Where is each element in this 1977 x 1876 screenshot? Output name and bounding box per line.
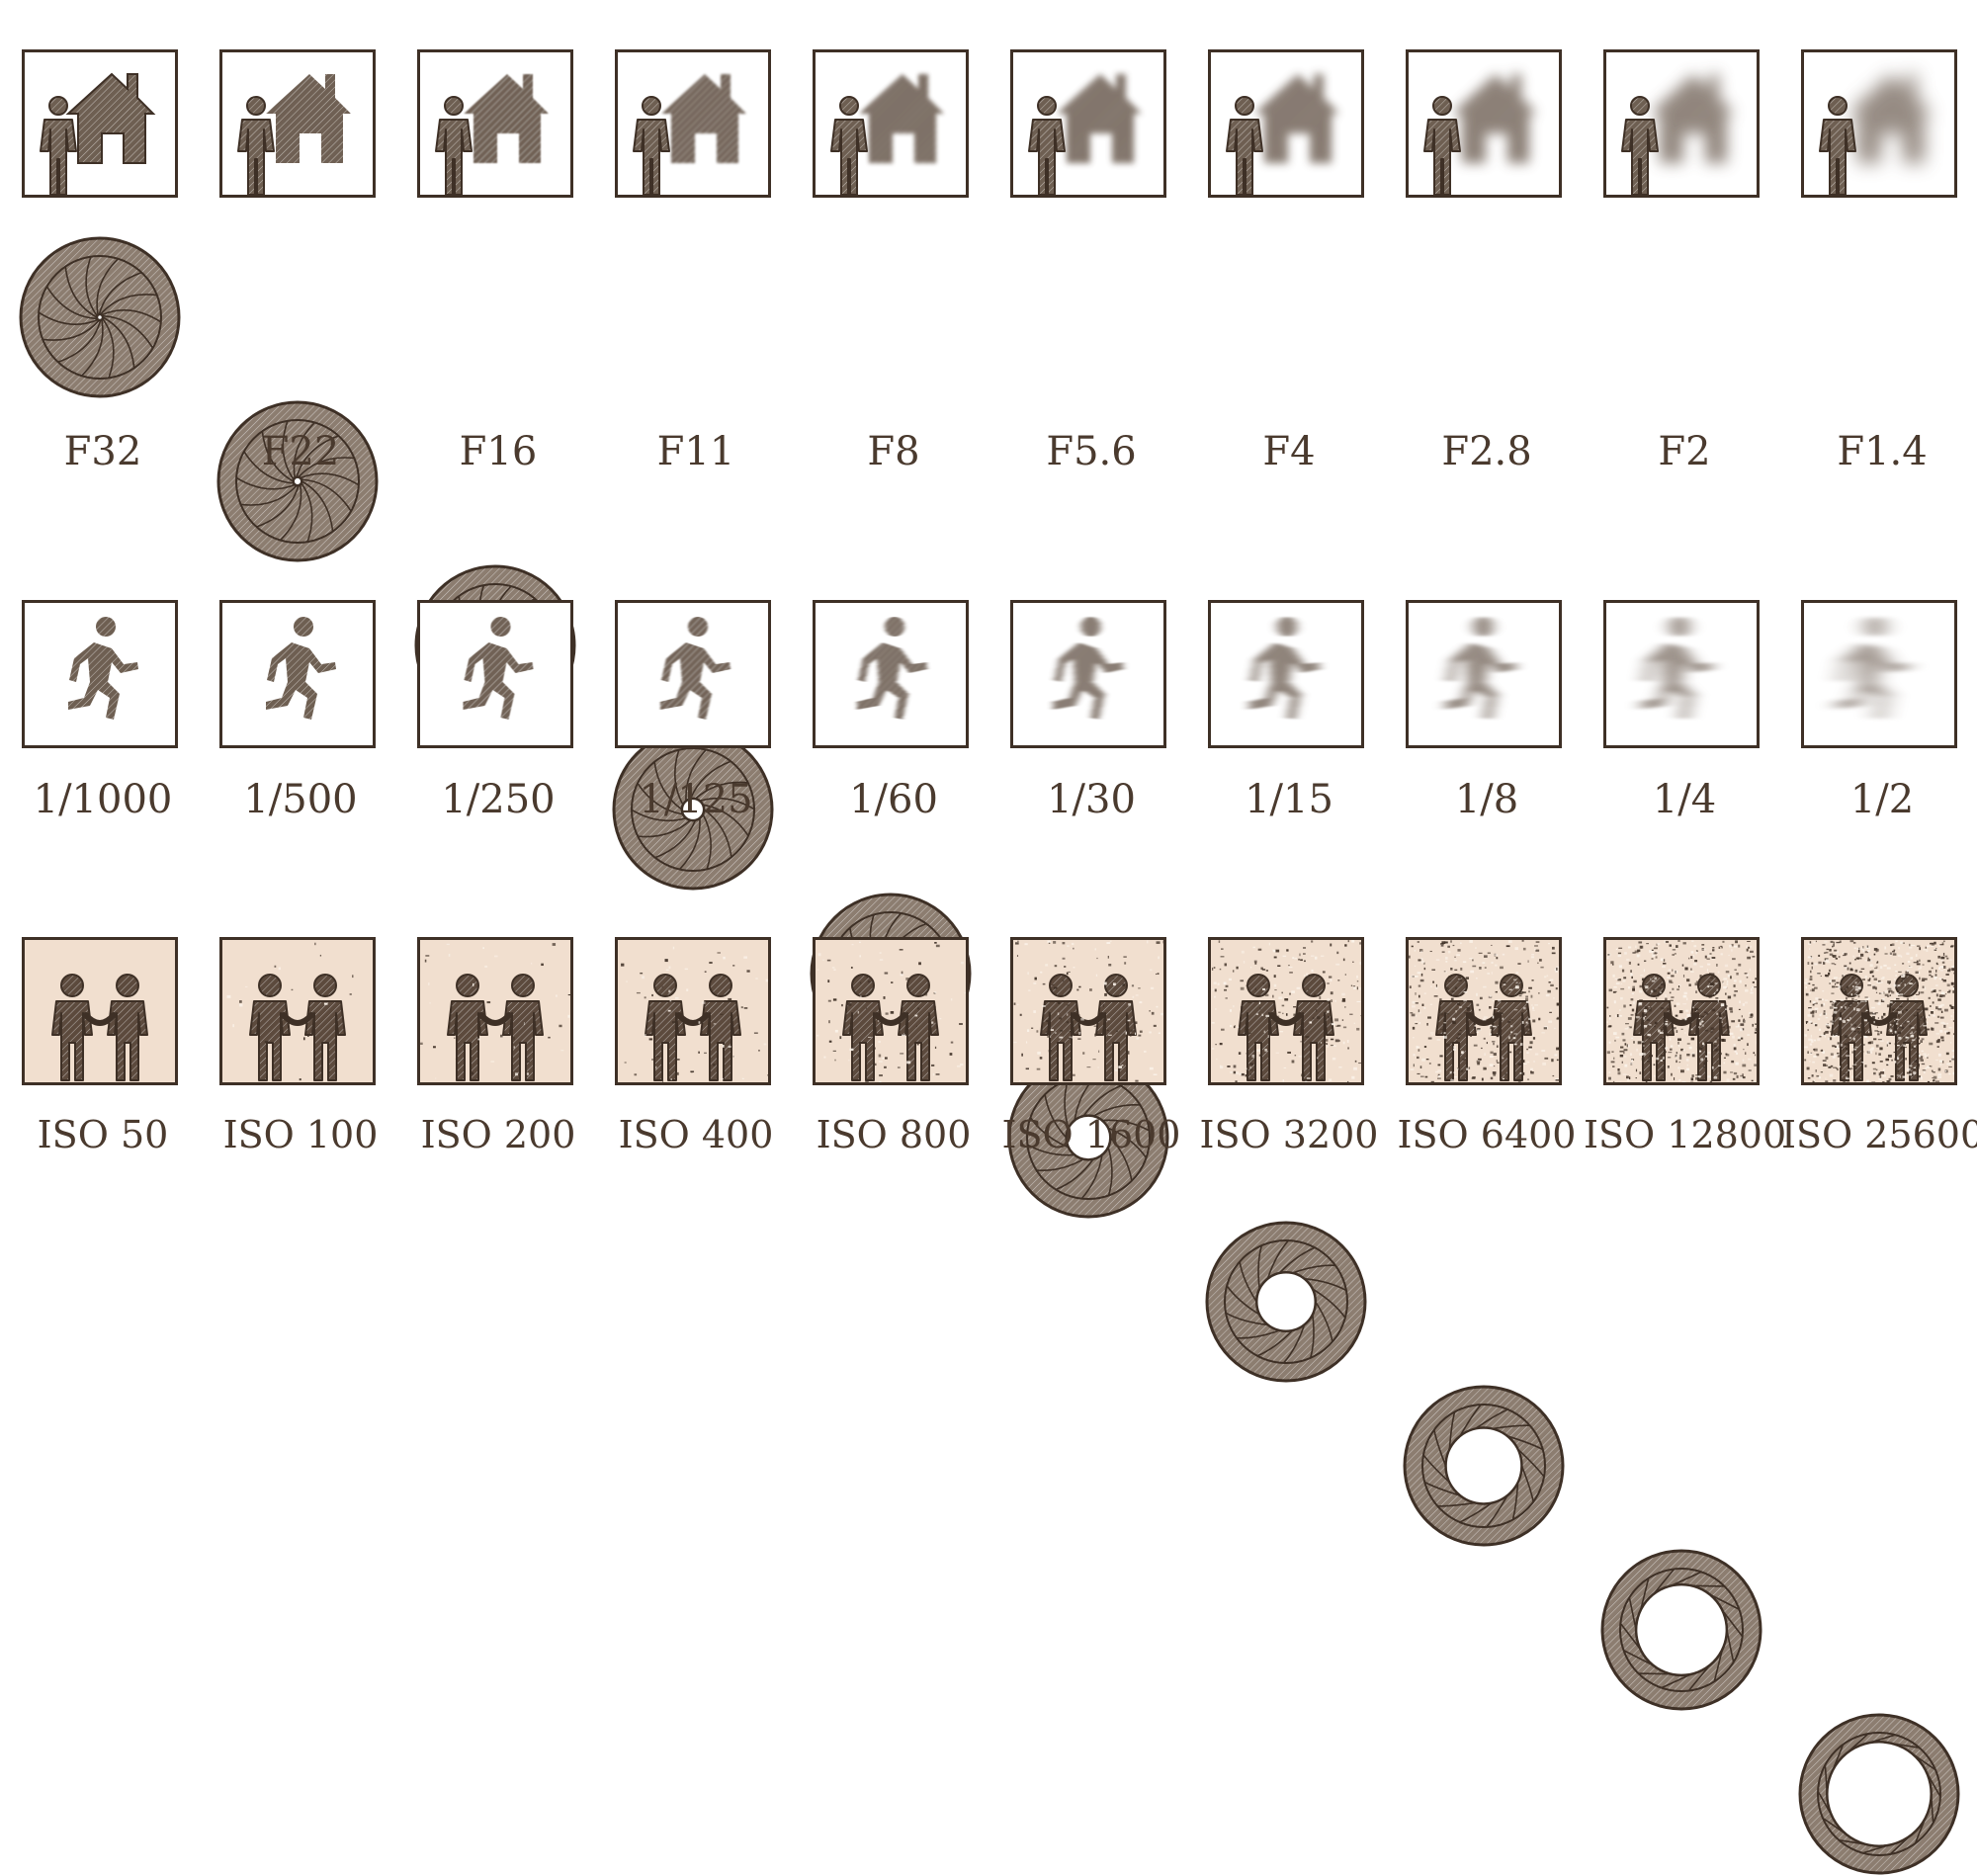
two-people-handshake-icon (813, 937, 969, 1085)
shutter-scene-cell (813, 600, 975, 748)
running-person-icon (22, 600, 178, 748)
person-house-icon (1801, 49, 1957, 198)
setting-label: F4 (1188, 429, 1390, 474)
iso-scene-cell (219, 937, 382, 1085)
two-people-handshake-icon (219, 937, 376, 1085)
iso-scene-cell (1801, 937, 1963, 1085)
running-person-icon (1406, 600, 1562, 748)
setting-label: ISO 200 (397, 1113, 599, 1156)
aperture-icon (18, 235, 182, 399)
shutter-scene-cell (1603, 600, 1765, 748)
person-house-icon (1010, 49, 1166, 198)
iso-scene-cell (1406, 937, 1568, 1085)
aperture-scene-cell (417, 49, 579, 198)
aperture-scene-cell (1603, 49, 1765, 198)
iso-scene-cell (1603, 937, 1765, 1085)
aperture-scene-cell (813, 49, 975, 198)
running-person-icon (1801, 600, 1957, 748)
setting-label: ISO 50 (2, 1113, 204, 1156)
aperture-icon (1204, 1220, 1368, 1384)
aperture-scene-cell (219, 49, 382, 198)
setting-label: F22 (200, 429, 401, 474)
person-house-icon (615, 49, 771, 198)
setting-label: 1/30 (990, 777, 1192, 822)
setting-label: 1/125 (595, 777, 797, 822)
iso-scene-cell (615, 937, 777, 1085)
two-people-handshake-icon (1801, 937, 1957, 1085)
running-person-icon (219, 600, 376, 748)
person-house-icon (813, 49, 969, 198)
setting-label: F2 (1584, 429, 1785, 474)
person-house-icon (1406, 49, 1562, 198)
iso-scene-cell (1010, 937, 1172, 1085)
setting-label: 1/8 (1386, 777, 1588, 822)
iso-scene-cell (22, 937, 184, 1085)
setting-label: F5.6 (990, 429, 1192, 474)
shutter-scene-cell (615, 600, 777, 748)
setting-label: ISO 1600 (990, 1113, 1192, 1156)
running-person-icon (615, 600, 771, 748)
two-people-handshake-icon (1603, 937, 1760, 1085)
shutter-scene-cell (417, 600, 579, 748)
setting-label: F11 (595, 429, 797, 474)
setting-label: F32 (2, 429, 204, 474)
aperture-scene-cell (1010, 49, 1172, 198)
aperture-scene-cell (22, 49, 184, 198)
setting-label: ISO 400 (595, 1113, 797, 1156)
setting-label: F8 (793, 429, 994, 474)
person-house-icon (1603, 49, 1760, 198)
aperture-scene-cell (1801, 49, 1963, 198)
setting-label: ISO 800 (793, 1113, 994, 1156)
two-people-handshake-icon (615, 937, 771, 1085)
two-people-handshake-icon (1208, 937, 1364, 1085)
two-people-handshake-icon (22, 937, 178, 1085)
setting-label: 1/2 (1781, 777, 1977, 822)
setting-label: 1/15 (1188, 777, 1390, 822)
aperture-scene-cell (1208, 49, 1370, 198)
aperture-icon (215, 399, 380, 563)
iso-scene-cell (1208, 937, 1370, 1085)
person-house-icon (22, 49, 178, 198)
iso-scene-cell (813, 937, 975, 1085)
person-house-icon (417, 49, 573, 198)
aperture-icon (1599, 1548, 1763, 1712)
setting-label: ISO 100 (200, 1113, 401, 1156)
setting-label: 1/1000 (2, 777, 204, 822)
two-people-handshake-icon (417, 937, 573, 1085)
two-people-handshake-icon (1406, 937, 1562, 1085)
iso-scene-cell (417, 937, 579, 1085)
shutter-scene-cell (1010, 600, 1172, 748)
setting-label: F16 (397, 429, 599, 474)
setting-label: ISO 6400 (1386, 1113, 1588, 1156)
setting-label: 1/4 (1584, 777, 1785, 822)
setting-label: 1/250 (397, 777, 599, 822)
aperture-scene-cell (1406, 49, 1568, 198)
two-people-handshake-icon (1010, 937, 1166, 1085)
running-person-icon (1208, 600, 1364, 748)
shutter-scene-cell (1406, 600, 1568, 748)
setting-label: ISO 12800 (1584, 1113, 1785, 1156)
person-house-icon (1208, 49, 1364, 198)
shutter-scene-cell (1801, 600, 1963, 748)
aperture-scene-cell (615, 49, 777, 198)
setting-label: F2.8 (1386, 429, 1588, 474)
setting-label: ISO 3200 (1188, 1113, 1390, 1156)
shutter-scene-cell (219, 600, 382, 748)
aperture-icon (1797, 1712, 1961, 1876)
shutter-scene-cell (22, 600, 184, 748)
shutter-scene-cell (1208, 600, 1370, 748)
running-person-icon (417, 600, 573, 748)
running-person-icon (1010, 600, 1166, 748)
aperture-icon (1402, 1384, 1566, 1548)
person-house-icon (219, 49, 376, 198)
setting-label: 1/500 (200, 777, 401, 822)
setting-label: F1.4 (1781, 429, 1977, 474)
setting-label: ISO 25600 (1781, 1113, 1977, 1156)
running-person-icon (1603, 600, 1760, 748)
running-person-icon (813, 600, 969, 748)
setting-label: 1/60 (793, 777, 994, 822)
